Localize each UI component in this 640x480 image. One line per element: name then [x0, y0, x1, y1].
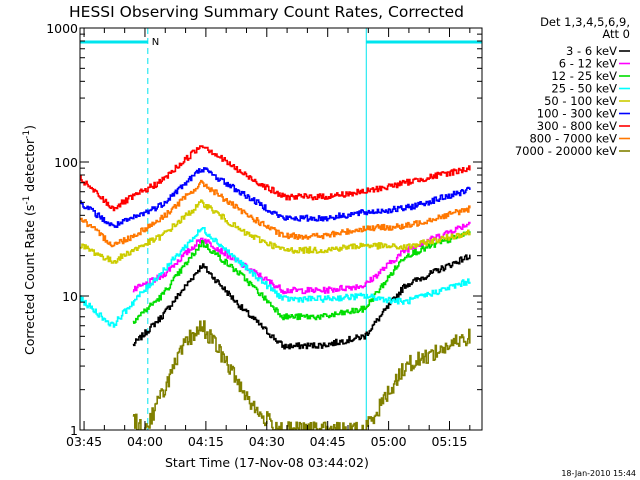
- legend-label: 6 - 12 keV: [559, 57, 617, 71]
- legend-label: 3 - 6 keV: [566, 44, 617, 58]
- plot-frame: [79, 27, 483, 431]
- legend-label: 800 - 7000 keV: [529, 132, 617, 146]
- timestamp: 18-Jan-2010 15:44: [561, 469, 636, 478]
- y-axis-label: Corrected Count Rate (s-1 detector-1): [22, 125, 37, 355]
- legend-label: 100 - 300 keV: [537, 107, 617, 121]
- series-line: [80, 227, 471, 328]
- y-tick-label: 1: [70, 423, 78, 438]
- x-axis-label: Start Time (17-Nov-08 03:44:02): [165, 455, 369, 470]
- series-line: [132, 320, 471, 430]
- series-line: [80, 167, 471, 228]
- x-tick-label: 04:30: [249, 434, 285, 449]
- legend-label: 25 - 50 keV: [551, 82, 617, 96]
- legend-header-line2: Att 0: [602, 27, 630, 41]
- chart-title: HESSI Observing Summary Count Rates, Cor…: [69, 3, 464, 21]
- legend-label: 12 - 25 keV: [551, 69, 617, 83]
- x-tick-label: 04:45: [310, 434, 346, 449]
- x-tick-label: 05:15: [431, 434, 467, 449]
- y-tick-label: 100: [54, 155, 78, 170]
- legend-label: 50 - 100 keV: [544, 94, 617, 108]
- series-line: [80, 199, 471, 264]
- legend-label: 7000 - 20000 keV: [515, 144, 617, 158]
- series-line: [132, 221, 471, 295]
- series-line: [80, 179, 471, 248]
- y-tick-label: 10: [62, 289, 78, 304]
- x-tick-label: 03:45: [66, 434, 102, 449]
- night-marker-label: N: [152, 37, 159, 48]
- series-line: [132, 254, 471, 350]
- y-tick-label: 1000: [46, 21, 78, 36]
- legend-label: 300 - 800 keV: [537, 119, 617, 133]
- x-tick-label: 05:00: [371, 434, 407, 449]
- x-tick-label: 04:15: [188, 434, 224, 449]
- series-line: [132, 231, 471, 324]
- series-line: [80, 145, 471, 212]
- x-tick-label: 04:00: [127, 434, 163, 449]
- legend-header-line1: Det 1,3,4,5,6,9,: [540, 15, 630, 29]
